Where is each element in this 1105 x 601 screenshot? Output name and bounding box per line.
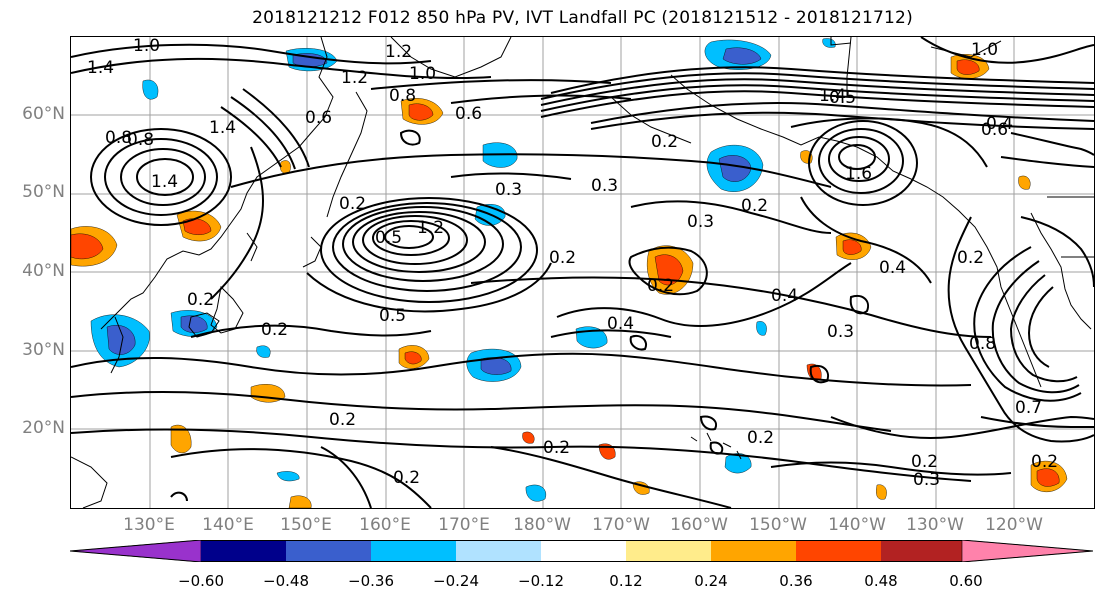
colorbar-segment (541, 540, 626, 562)
lon-label-170w: 170°W (592, 515, 650, 535)
pv-shading (71, 38, 1068, 508)
contour-label: 0.3 (495, 180, 522, 200)
lon-label-130e: 130°E (123, 515, 175, 535)
contour-label: 1.6 (845, 164, 872, 184)
contour-label: 0.7 (1015, 398, 1042, 418)
contour-labels: 1.0 1.4 1.2 1.0 0.8 0.6 0.6 0.8 1.2 1.4 … (87, 37, 1058, 490)
contour-label: 0.4 (986, 114, 1013, 134)
contour-label: 1.4 (209, 118, 236, 138)
contour-label: 0.2 (261, 320, 288, 340)
ivt-contours (71, 37, 1094, 508)
contour-label: 1.2 (385, 42, 412, 62)
map-title: 2018121212 F012 850 hPa PV, IVT Landfall… (252, 8, 913, 28)
colorbar-segment (881, 540, 962, 562)
lon-label-130w: 130°W (906, 515, 964, 535)
colorbar-tick: 0.24 (694, 572, 728, 590)
colorbar-tick: 0.36 (779, 572, 813, 590)
contour-label: 0.4 (771, 286, 798, 306)
colorbar-tick: 0.12 (609, 572, 643, 590)
contour-label: 0.2 (393, 468, 420, 488)
colorbar-tick: 0.48 (864, 572, 898, 590)
contour-label: 0.2 (747, 428, 774, 448)
contour-label: 0.8 (969, 334, 996, 354)
lat-label-60n: 60°N (22, 104, 65, 124)
contour-label: 1.2 (417, 218, 444, 238)
lon-label-180w: 180°W (513, 515, 571, 535)
contour-label: 0.2 (549, 248, 576, 268)
lat-label-50n: 50°N (22, 182, 65, 202)
colorbar-segment (201, 540, 286, 562)
contour-label: 0.2 (187, 290, 214, 310)
contour-label: 1.0 (133, 37, 160, 56)
contour-label: 0.5 (379, 306, 406, 326)
lat-label-20n: 20°N (22, 418, 65, 438)
contour-label: 0.8 (127, 130, 154, 150)
contour-label: 0.2 (957, 248, 984, 268)
colorbar-tick: −0.48 (263, 572, 309, 590)
lon-label-150e: 150°E (280, 515, 332, 535)
contour-label: 1.4 (819, 86, 846, 106)
contour-label: 1.0 (409, 64, 436, 84)
contour-label: 0.3 (687, 212, 714, 232)
lon-label-160e: 160°E (359, 515, 411, 535)
lon-label-140w: 140°W (828, 515, 886, 535)
graticule (71, 37, 1094, 508)
colorbar-tick: 0.60 (949, 572, 983, 590)
contour-label: 0.4 (879, 258, 906, 278)
lon-label-120w: 120°W (985, 515, 1043, 535)
colorbar-segment (286, 540, 371, 562)
contour-label: 0.3 (913, 470, 940, 490)
contour-label: 0.6 (455, 104, 482, 124)
contour-label: 0.2 (1031, 452, 1058, 472)
lon-label-150w: 150°W (749, 515, 807, 535)
map-panel: 1.0 1.4 1.2 1.0 0.8 0.6 0.6 0.8 1.2 1.4 … (70, 36, 1095, 509)
contour-label: 0.5 (829, 88, 856, 108)
contour-label: 0.3 (827, 322, 854, 342)
colorbar-segment (711, 540, 796, 562)
contour-label: 0.3 (591, 176, 618, 196)
contour-label: 1.2 (341, 68, 368, 88)
contour-label: 1.4 (87, 58, 114, 78)
contour-label: 1.0 (971, 40, 998, 60)
contour-label: 0.6 (305, 108, 332, 128)
colorbar (70, 540, 1093, 562)
colorbar-tick: −0.12 (518, 572, 564, 590)
colorbar-segment (371, 540, 456, 562)
contour-label: 0.2 (329, 410, 356, 430)
contour-label: 1.4 (151, 172, 178, 192)
lat-label-30n: 30°N (22, 340, 65, 360)
colorbar-segment (961, 540, 1093, 562)
contour-label: 0.4 (607, 314, 634, 334)
colorbar-segment (70, 540, 202, 562)
colorbar-segment (456, 540, 541, 562)
contour-label: 0.2 (911, 452, 938, 472)
contour-label: 0.2 (651, 132, 678, 152)
contour-label: 0.5 (375, 228, 402, 248)
lon-label-160w: 160°W (670, 515, 728, 535)
lon-label-170e: 170°E (438, 515, 490, 535)
contour-label: 0.6 (981, 120, 1008, 140)
coastlines (71, 37, 1094, 508)
colorbar-segment (626, 540, 711, 562)
colorbar-tick: −0.36 (348, 572, 394, 590)
contour-label: 0.2 (741, 196, 768, 216)
map-canvas: 1.0 1.4 1.2 1.0 0.8 0.6 0.6 0.8 1.2 1.4 … (71, 37, 1094, 508)
contour-label: 0.2 (647, 276, 674, 296)
colorbar-segment (796, 540, 881, 562)
contour-label: 0.8 (389, 86, 416, 106)
contour-label: 0.2 (543, 438, 570, 458)
lon-label-140e: 140°E (202, 515, 254, 535)
contour-label: 0.2 (339, 194, 366, 214)
colorbar-tick: −0.60 (178, 572, 224, 590)
contour-label: 0.8 (105, 128, 132, 148)
colorbar-tick: −0.24 (433, 572, 479, 590)
lat-label-40n: 40°N (22, 261, 65, 281)
